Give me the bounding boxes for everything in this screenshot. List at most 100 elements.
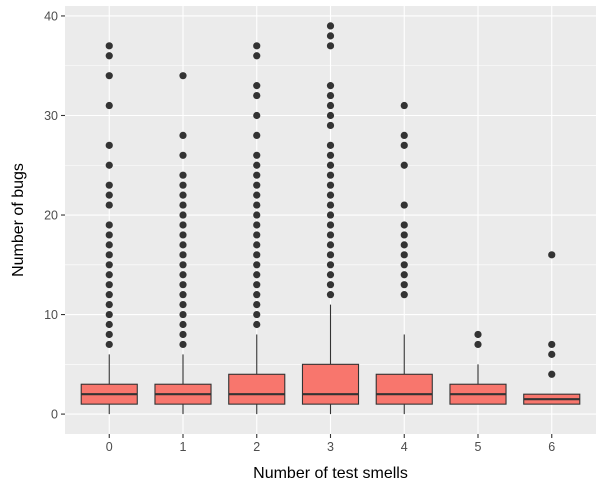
x-tick-label: 5 (475, 440, 482, 454)
outlier-points (105, 22, 556, 378)
outlier-point (400, 251, 408, 259)
outlier-point (326, 82, 335, 90)
x-tick-label: 4 (401, 440, 408, 454)
outlier-point (400, 201, 408, 209)
outlier-point (253, 320, 261, 329)
outlier-point (253, 131, 261, 139)
outlier-point (253, 281, 261, 289)
outlier-point (326, 91, 335, 100)
outlier-point (326, 231, 335, 239)
outlier-point (105, 340, 113, 349)
outlier-point (105, 231, 113, 239)
outlier-point (548, 251, 556, 259)
x-tick-label: 6 (548, 440, 555, 454)
outlier-point (548, 370, 556, 378)
box-0 (80, 354, 138, 415)
outlier-point (105, 261, 113, 269)
x-tick-label: 0 (106, 440, 113, 454)
outlier-point (105, 271, 113, 279)
outlier-point (326, 201, 335, 209)
outlier-point (326, 241, 335, 249)
outlier-point (326, 181, 335, 189)
outlier-point (105, 201, 113, 209)
iqr-box (228, 373, 286, 405)
outlier-point (179, 320, 187, 329)
outlier-point (179, 131, 187, 139)
outlier-point (326, 111, 335, 120)
outlier-point (253, 161, 261, 169)
outlier-point (326, 281, 335, 289)
outlier-point (179, 211, 187, 219)
outlier-point (253, 111, 261, 120)
x-axis-title: Number of test smells (253, 465, 408, 482)
outlier-point (326, 271, 335, 279)
box-6 (523, 393, 581, 405)
outlier-point (326, 161, 335, 169)
x-axis: 0 1 2 3 4 5 6 (106, 434, 555, 454)
box-1 (154, 354, 212, 415)
outlier-point (253, 52, 261, 60)
x-tick-label: 2 (253, 440, 260, 454)
outlier-point (400, 131, 408, 139)
y-tick-label: 0 (51, 408, 58, 422)
outlier-point (326, 151, 335, 159)
y-axis: 0 10 20 30 40 (44, 9, 65, 422)
box-5 (449, 364, 507, 405)
outlier-point (548, 350, 556, 358)
outlier-point (105, 310, 113, 319)
outlier-point (400, 161, 408, 169)
outlier-point (400, 261, 408, 269)
outlier-point (179, 181, 187, 189)
outlier-point (253, 91, 261, 100)
outlier-point (253, 271, 261, 279)
outlier-point (253, 261, 261, 269)
outlier-point (105, 191, 113, 199)
x-tick-label: 3 (327, 440, 334, 454)
outlier-point (253, 211, 261, 219)
outlier-point (253, 171, 261, 179)
iqr-box (301, 363, 360, 405)
outlier-point (326, 261, 335, 269)
outlier-point (400, 291, 408, 299)
outlier-point (548, 340, 556, 349)
outlier-point (400, 141, 408, 149)
outlier-point (105, 301, 113, 309)
outlier-point (326, 251, 335, 259)
outlier-point (253, 291, 261, 299)
outlier-point (400, 241, 408, 249)
outlier-point (105, 251, 113, 259)
outlier-point (179, 231, 187, 239)
outlier-point (400, 271, 408, 279)
box-2 (228, 334, 286, 415)
outlier-point (253, 221, 261, 229)
outlier-point (179, 241, 187, 249)
outlier-point (253, 251, 261, 259)
outlier-point (179, 221, 187, 229)
outlier-point (105, 161, 113, 169)
outlier-point (179, 72, 187, 80)
outlier-point (326, 171, 335, 179)
outlier-point (474, 330, 482, 339)
outlier-point (326, 32, 335, 40)
outlier-point (400, 221, 408, 229)
x-tick-label: 1 (180, 440, 187, 454)
y-tick-label: 30 (44, 109, 58, 123)
outlier-point (179, 201, 187, 209)
outlier-point (474, 340, 482, 349)
outlier-point (253, 191, 261, 199)
outlier-point (105, 101, 113, 110)
outlier-point (253, 241, 261, 249)
outlier-point (179, 271, 187, 279)
outlier-point (326, 141, 335, 149)
y-tick-label: 40 (44, 9, 58, 23)
outlier-point (179, 310, 187, 319)
outlier-point (179, 330, 187, 339)
outlier-point (253, 151, 261, 159)
outlier-point (179, 340, 187, 349)
outlier-point (326, 42, 335, 50)
outlier-point (179, 251, 187, 259)
outlier-point (105, 320, 113, 329)
outlier-point (400, 231, 408, 239)
outlier-point (105, 281, 113, 289)
